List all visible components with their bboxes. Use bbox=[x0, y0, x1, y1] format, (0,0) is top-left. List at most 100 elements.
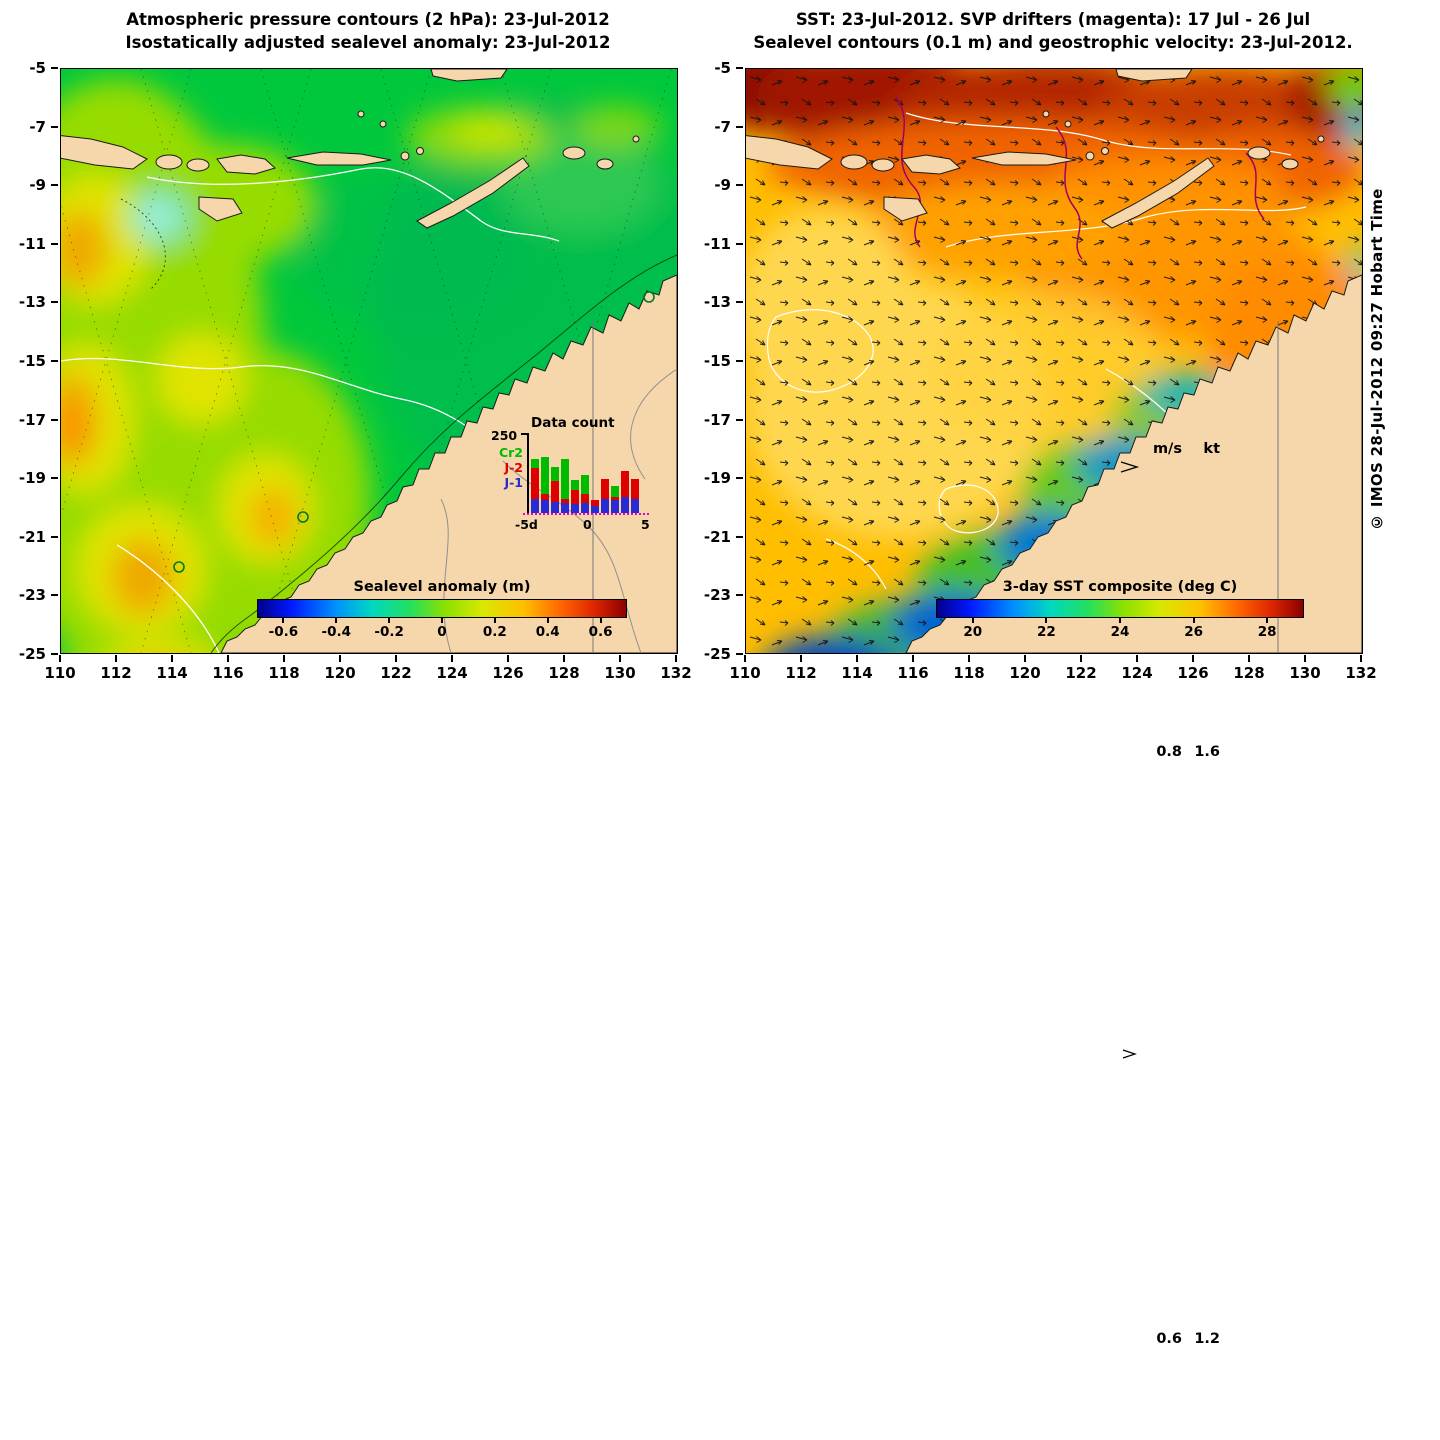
tick-label: 116 bbox=[212, 664, 244, 682]
data-count-xlabel-left: -5d bbox=[515, 517, 538, 532]
tick-mark bbox=[736, 67, 743, 69]
velocity-value: 0.6 bbox=[1156, 1331, 1182, 1347]
tick-label: -9 bbox=[29, 176, 46, 195]
tick-mark bbox=[493, 618, 496, 623]
tick-mark bbox=[856, 655, 858, 662]
data-count-bar bbox=[581, 474, 589, 513]
bar-segment-J-2 bbox=[531, 468, 539, 499]
tick-mark bbox=[736, 594, 743, 597]
data-count-bars bbox=[531, 433, 645, 513]
legend-Cr2: Cr2 bbox=[498, 445, 523, 460]
svp-drifter-tracks bbox=[895, 96, 1265, 260]
tick-label: 22 bbox=[1036, 624, 1056, 640]
data-count-bar bbox=[601, 479, 609, 513]
tick-label: -23 bbox=[703, 586, 731, 605]
tick-mark bbox=[736, 242, 743, 245]
sst-map bbox=[746, 69, 1362, 653]
tick-label: 0.6 bbox=[588, 624, 613, 640]
bar-segment-J-1 bbox=[541, 500, 549, 513]
tick-label: 120 bbox=[1009, 664, 1041, 682]
bar-segment-J-2 bbox=[601, 479, 609, 499]
tick-mark bbox=[51, 594, 58, 597]
bar-segment-J-2 bbox=[591, 500, 599, 506]
tick-mark bbox=[800, 655, 802, 662]
sealevel-anomaly-map bbox=[61, 69, 677, 653]
bar-segment-Cr2 bbox=[551, 466, 559, 482]
tick-mark bbox=[736, 360, 743, 362]
velocity-legend: m/s kt 0.8 1.6 0.6 1.2 0.4 0.8 0.2 0.4 bbox=[1118, 441, 1220, 1440]
tick-mark bbox=[51, 301, 58, 304]
data-count-inset: Data count 250 Cr2 J-2 J-1 -5d 0 5 bbox=[485, 415, 653, 541]
data-count-bar bbox=[571, 480, 579, 513]
tick-mark bbox=[51, 67, 58, 69]
tick-mark bbox=[1192, 618, 1195, 623]
bar-segment-J-1 bbox=[531, 498, 539, 513]
tick-label: -11 bbox=[703, 234, 731, 253]
bar-segment-J-2 bbox=[631, 479, 639, 499]
tick-label: -25 bbox=[703, 645, 731, 663]
data-count-baseline bbox=[523, 513, 649, 515]
pressure-contours-sea bbox=[61, 167, 560, 653]
tick-mark bbox=[599, 618, 602, 623]
bar-segment-J-1 bbox=[581, 503, 589, 513]
data-count-bar bbox=[591, 500, 599, 513]
sealevel-contour-dark bbox=[120, 198, 677, 653]
tick-label: -15 bbox=[18, 352, 46, 370]
velocity-unit-ms: m/s bbox=[1152, 441, 1182, 457]
tick-mark bbox=[388, 618, 391, 623]
velocity-arrow-icon bbox=[1122, 1049, 1137, 1059]
tick-label: -19 bbox=[18, 469, 46, 488]
data-count-title: Data count bbox=[531, 415, 615, 431]
bar-segment-J-1 bbox=[551, 501, 559, 513]
tick-mark bbox=[51, 653, 58, 655]
tick-label: -21 bbox=[18, 527, 46, 546]
sealevel-colorbar-gradient bbox=[257, 599, 627, 618]
tick-label: 112 bbox=[785, 664, 817, 682]
tick-label: 122 bbox=[1065, 664, 1097, 682]
left-panel-title: Atmospheric pressure contours (2 hPa): 2… bbox=[60, 8, 676, 54]
bar-segment-Cr2 bbox=[571, 480, 579, 490]
tick-mark bbox=[736, 125, 743, 128]
tick-label: -11 bbox=[18, 234, 46, 253]
tick-label: -7 bbox=[714, 117, 731, 136]
tick-label: 130 bbox=[604, 664, 636, 682]
tick-mark bbox=[1266, 618, 1269, 623]
tick-label: 110 bbox=[729, 664, 761, 682]
left-title-line1: Atmospheric pressure contours (2 hPa): 2… bbox=[126, 10, 610, 29]
data-count-bar bbox=[611, 485, 619, 513]
tick-label: 126 bbox=[492, 664, 524, 682]
velocity-value: 1.2 bbox=[1194, 1331, 1220, 1347]
tick-mark bbox=[51, 360, 58, 362]
bar-segment-J-1 bbox=[621, 497, 629, 513]
tick-label: -5 bbox=[29, 59, 46, 77]
data-count-xlabels: -5d 0 5 bbox=[485, 517, 653, 535]
tick-label: 128 bbox=[1233, 664, 1265, 682]
bar-segment-J-2 bbox=[571, 489, 579, 505]
left-title-line2: Isostatically adjusted sealevel anomaly:… bbox=[125, 33, 611, 52]
tick-label: 0.4 bbox=[535, 624, 560, 640]
sst-colorbar: 3-day SST composite (deg C) 20 22 24 26 28 bbox=[936, 579, 1304, 640]
tick-label: 118 bbox=[953, 664, 985, 682]
tick-mark bbox=[736, 418, 743, 421]
data-count-bar bbox=[561, 458, 569, 513]
sealevel-colorbar-ticks: -0.6 -0.4 -0.2 0 0.2 0.4 0.6 bbox=[257, 618, 627, 640]
tick-label: 118 bbox=[268, 664, 300, 682]
bar-segment-J-1 bbox=[611, 500, 619, 513]
right-panel-title: SST: 23-Jul-2012. SVP drifters (magenta)… bbox=[745, 8, 1361, 54]
tick-mark bbox=[968, 655, 970, 662]
tick-label: 0.2 bbox=[482, 624, 507, 640]
tick-label: -17 bbox=[18, 410, 46, 429]
tick-label: 20 bbox=[963, 624, 983, 640]
tick-label: -23 bbox=[18, 586, 46, 605]
tick-label: 26 bbox=[1184, 624, 1203, 640]
velocity-arrow-icon bbox=[1120, 461, 1140, 473]
velocity-value: 0.8 bbox=[1156, 744, 1182, 760]
right-title-line1: SST: 23-Jul-2012. SVP drifters (magenta)… bbox=[795, 10, 1311, 29]
bar-segment-J-1 bbox=[571, 504, 579, 513]
tick-mark bbox=[1119, 618, 1121, 623]
bar-segment-J-1 bbox=[601, 498, 609, 513]
data-count-xlabel-right: 5 bbox=[641, 517, 650, 532]
bar-segment-Cr2 bbox=[561, 458, 569, 499]
tick-label: -13 bbox=[703, 293, 731, 312]
sealevel-anomaly-map-panel: Sealevel anomaly (m) -0.6 -0.4 -0.2 0 0.2 0.4… bbox=[60, 68, 678, 654]
